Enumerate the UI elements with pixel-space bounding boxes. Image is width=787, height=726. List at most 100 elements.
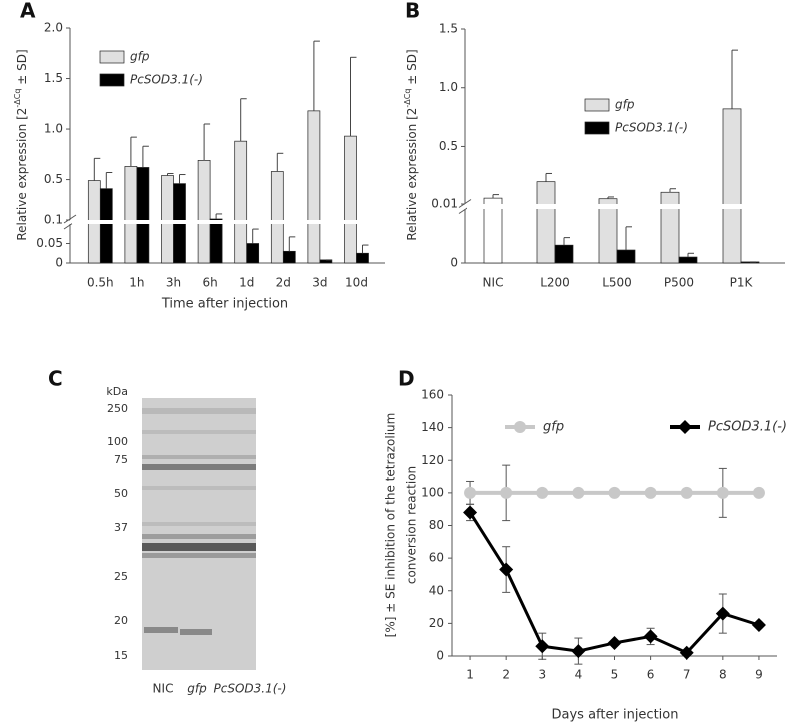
x-tick-label: 2	[502, 668, 510, 682]
gel-marker-label: 20	[114, 614, 128, 627]
panel-label: C	[48, 367, 63, 391]
bar	[234, 140, 248, 264]
marker	[607, 635, 622, 650]
x-tick-label: 10d	[345, 276, 368, 290]
y-axis-label: conversion reaction	[405, 466, 419, 584]
bar	[282, 250, 296, 264]
x-tick-label: 4	[575, 668, 583, 682]
y-axis-label-part: ± SD]	[15, 49, 29, 88]
panel-label: D	[398, 367, 415, 391]
x-tick-label: 1	[466, 668, 474, 682]
y-tick-label: 2.0	[44, 21, 63, 35]
y-tick-label: 80	[429, 518, 444, 532]
marker	[536, 486, 549, 499]
gel-marker-label: 37	[114, 521, 128, 534]
gel-image	[142, 398, 256, 670]
break-gap	[467, 204, 785, 209]
gel-markers: 250 100 75 50 37 25 20 15	[107, 402, 128, 662]
panel-label: A	[20, 0, 36, 23]
x-tick-label: 1h	[129, 276, 144, 290]
bar	[136, 167, 150, 264]
marker	[644, 486, 657, 499]
legend-label: gfp	[615, 98, 635, 112]
y-tick-label: 0.05	[36, 236, 63, 250]
y-axis-label-part: -ΔCq	[403, 89, 412, 108]
legend-swatch	[99, 73, 125, 87]
gel-marker-label: 25	[114, 570, 128, 583]
gel-marker-label: 75	[114, 453, 128, 466]
x-tick-label: 3d	[312, 276, 327, 290]
x-tick-label: 2d	[276, 276, 291, 290]
marker	[463, 505, 478, 520]
x-tick-label: 6	[647, 668, 655, 682]
y-tick-label: 0.5	[44, 172, 63, 186]
chart-panel: B 0 0.01 0.5 1.0 1.5 NIC L200 L500 P500 P1K gfp PcSO…	[403, 0, 785, 290]
chart-panel: D 0 20 40 60 80 100 120 140 160 1 2 3 4 5 6 7 8 9 gfp PcSOD3…	[384, 367, 787, 723]
marker	[679, 645, 694, 660]
x-tick-label: 8	[719, 668, 727, 682]
legend-marker	[678, 420, 692, 434]
x-tick-label: P500	[664, 276, 694, 290]
x-tick-label: P1K	[730, 276, 754, 290]
y-tick-label: 0	[436, 649, 444, 663]
marker	[752, 486, 765, 499]
bar	[270, 171, 284, 264]
y-axis-label: Relative expression [2-ΔCq ± SD]	[13, 49, 29, 240]
x-tick-label: L500	[602, 276, 632, 290]
y-tick-label: 0	[55, 256, 63, 270]
y-tick-label: 1.5	[439, 22, 458, 36]
bar	[161, 175, 174, 264]
bar	[616, 249, 636, 264]
gel-unit: kDa	[106, 385, 128, 398]
y-tick-label: 0	[450, 256, 458, 270]
x-tick-label: 6h	[202, 276, 217, 290]
marker	[464, 486, 477, 499]
gel-marker-label: 100	[107, 435, 128, 448]
marker	[751, 618, 766, 633]
y-tick-label: 20	[429, 616, 444, 630]
series-line	[468, 511, 760, 655]
bar	[307, 110, 321, 264]
bar	[356, 252, 369, 264]
legend-swatch	[584, 121, 610, 135]
bar	[554, 244, 574, 264]
legend-marker	[514, 421, 526, 433]
marker	[572, 486, 585, 499]
x-tick-label: 5	[611, 668, 619, 682]
x-tick-label: 7	[683, 668, 691, 682]
y-tick-label: 100	[421, 485, 444, 499]
gel-marker-label: 50	[114, 487, 128, 500]
x-tick-label: L200	[540, 276, 570, 290]
x-tick-label: 3h	[166, 276, 181, 290]
legend-swatch	[584, 98, 610, 112]
marker	[499, 562, 514, 577]
bar	[124, 166, 138, 264]
y-tick-label: 60	[429, 551, 444, 565]
marker	[716, 486, 729, 499]
bar	[99, 188, 113, 264]
chart-panel: A 0 0.05 0.1 0.5 1.0 1.5 2.0 0.5h 1h 3h 6h 1d 2d 3d 10d…	[13, 0, 385, 312]
marker	[571, 644, 586, 659]
axis-break	[458, 199, 472, 208]
panel-label: B	[405, 0, 420, 23]
marker	[643, 629, 658, 644]
y-axis-label: Relative expression [2-ΔCq ± SD]	[403, 49, 419, 240]
y-tick-label: 1.0	[439, 80, 458, 94]
bar	[678, 256, 698, 264]
legend-label: PcSOD3.1(-)	[708, 420, 787, 435]
y-tick-label: 160	[421, 388, 444, 402]
marker	[535, 639, 550, 654]
marker	[715, 606, 730, 621]
y-tick-label: 120	[421, 453, 444, 467]
bar	[660, 191, 680, 264]
legend-swatch	[99, 50, 125, 64]
y-tick-label: 0.01	[431, 197, 458, 211]
y-tick-label: 140	[421, 420, 444, 434]
bar	[246, 243, 260, 264]
x-axis-label: Days after injection	[552, 708, 679, 723]
y-axis-label-part: -ΔCq	[13, 89, 22, 108]
y-axis-label-part: Relative expression [2	[15, 108, 29, 241]
legend-label: gfp	[130, 50, 150, 64]
y-axis-label-part: ± SD]	[405, 49, 419, 88]
x-tick-label: 9	[755, 668, 763, 682]
